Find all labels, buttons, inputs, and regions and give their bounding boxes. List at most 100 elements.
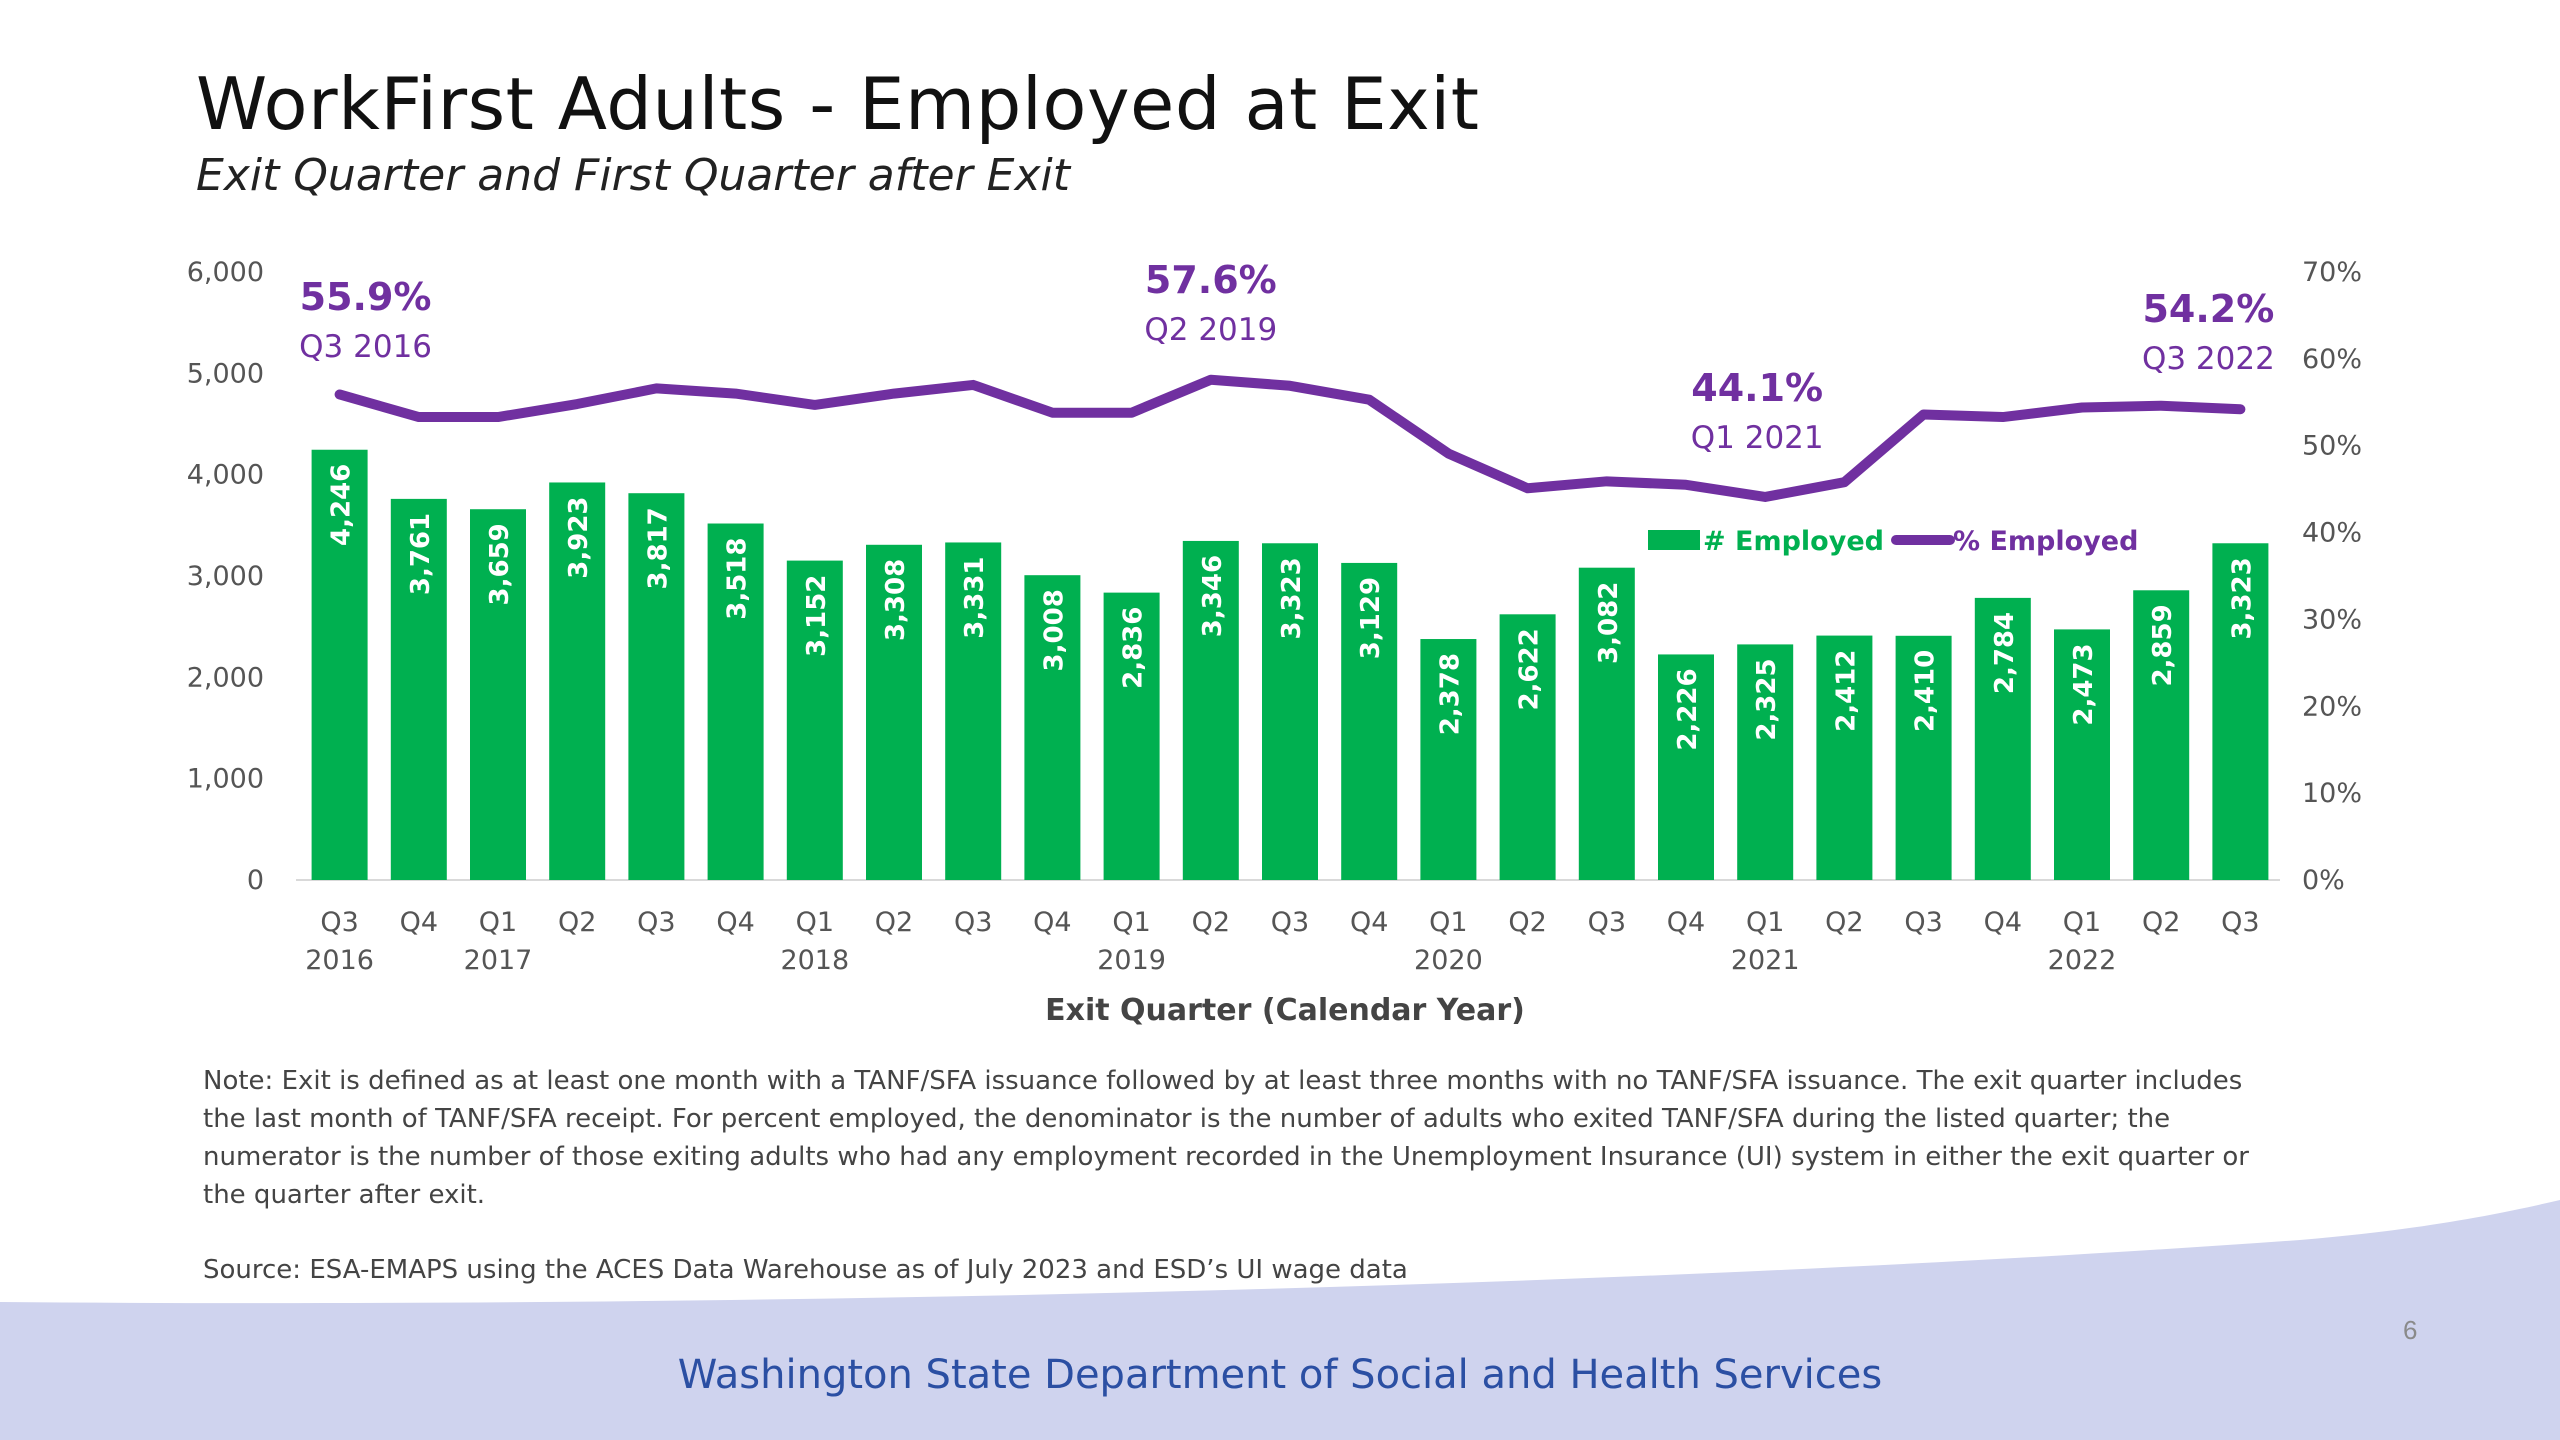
bar-value-label: 3,323 — [2227, 557, 2257, 639]
bar-value-label: 3,817 — [643, 507, 673, 589]
x-tick-quarter: Q3 — [320, 907, 358, 938]
page-number: 6 — [2403, 1315, 2418, 1345]
x-tick-quarter: Q3 — [637, 907, 675, 938]
x-tick-quarter: Q3 — [954, 907, 992, 938]
legend-swatch-bar — [1648, 530, 1700, 550]
x-tick-quarter: Q2 — [875, 907, 913, 938]
bar-value-label: 2,836 — [1119, 607, 1149, 689]
legend-label-pct-employed: % Employed — [1953, 526, 2138, 557]
bar — [2212, 543, 2269, 880]
x-axis-ticks: Q3 2016 Q4 Q1 2017 Q2 Q3 Q4 Q1 2018 Q2 Q3 Q4 Q1 2019 Q2… — [305, 907, 2259, 976]
x-tick-quarter: Q4 — [1984, 907, 2022, 938]
x-tick-year: 2017 — [464, 945, 533, 976]
bar — [1895, 635, 1952, 880]
right-axis-tick-label: 30% — [2302, 604, 2362, 635]
right-axis-tick-label: 70% — [2302, 257, 2362, 288]
bar-value-label: 3,331 — [960, 556, 990, 638]
bar — [1182, 540, 1239, 880]
x-tick-quarter: Q2 — [1192, 907, 1230, 938]
bar — [470, 509, 526, 880]
x-axis-title: Exit Quarter (Calendar Year) — [1045, 993, 1525, 1028]
left-axis-tick-label: 6,000 — [187, 257, 264, 288]
source-text: Source: ESA-EMAPS using the ACES Data Wa… — [203, 1255, 1408, 1285]
slide-subtitle: Exit Quarter and First Quarter after Exi… — [196, 150, 1070, 201]
x-tick-year: 2022 — [2048, 945, 2117, 976]
bar-value-label: 3,082 — [1594, 582, 1624, 664]
bar-value-label: 2,473 — [2069, 643, 2099, 725]
left-axis-tick-label: 2,000 — [187, 662, 264, 693]
x-tick-year: 2018 — [780, 945, 849, 976]
bar-value-label: 2,412 — [1831, 650, 1861, 732]
bar-value-label: 2,378 — [1435, 653, 1465, 735]
slide-title: WorkFirst Adults - Employed at Exit — [196, 62, 1480, 146]
x-tick-year: 2019 — [1097, 945, 1166, 976]
x-tick-quarter: Q1 — [1429, 907, 1467, 938]
annotation-label: Q2 2019 — [1144, 312, 1277, 348]
annotation-value: 55.9% — [300, 275, 432, 319]
annotation-value: 54.2% — [2142, 287, 2274, 331]
bar — [390, 498, 447, 880]
bar-value-label: 2,622 — [1515, 628, 1545, 710]
x-tick-quarter: Q3 — [1271, 907, 1309, 938]
right-axis-tick-label: 60% — [2302, 344, 2362, 375]
legend-label-employed: # Employed — [1703, 526, 1884, 557]
bar — [1262, 543, 1318, 880]
x-tick-quarter: Q2 — [2142, 907, 2180, 938]
bar-value-label: 3,152 — [802, 575, 832, 657]
right-axis-tick-label: 0% — [2302, 865, 2345, 896]
annotation-value: 44.1% — [1691, 366, 1823, 410]
x-tick-quarter: Q1 — [479, 907, 517, 938]
x-tick-year: 2016 — [305, 945, 374, 976]
x-tick-quarter: Q4 — [716, 907, 754, 938]
bar — [549, 482, 606, 880]
bar-value-label: 3,923 — [564, 496, 594, 578]
bar-value-label: 3,129 — [1356, 577, 1386, 659]
left-axis-tick-label: 5,000 — [187, 358, 264, 389]
bar-value-label: 3,761 — [406, 513, 436, 595]
x-tick-quarter: Q4 — [1667, 907, 1705, 938]
bar — [707, 523, 764, 880]
x-tick-quarter: Q4 — [400, 907, 438, 938]
bar — [1816, 635, 1873, 880]
x-tick-quarter: Q1 — [2063, 907, 2101, 938]
bar — [311, 449, 368, 880]
left-axis-tick-label: 3,000 — [187, 561, 264, 592]
bar — [628, 493, 685, 880]
peak-annotations: 55.9% Q3 2016 57.6% Q2 2019 44.1% Q1 2021 54.2… — [299, 258, 2275, 456]
bar-value-label: 3,008 — [1039, 589, 1069, 671]
bar — [2133, 590, 2190, 880]
bar-value-label: 2,325 — [1752, 658, 1782, 740]
x-tick-quarter: Q1 — [1112, 907, 1150, 938]
footer-band — [0, 1200, 2560, 1440]
left-axis-ticks: 0 1,000 2,000 3,000 4,000 5,000 6,000 — [187, 257, 264, 896]
bar — [1499, 614, 1556, 880]
bar-value-label: 3,308 — [881, 559, 911, 641]
percent-employed-line — [334, 374, 2246, 502]
annotation-value: 57.6% — [1145, 258, 1277, 302]
bar-value-label: 3,323 — [1277, 557, 1307, 639]
bar-value-label: 3,659 — [485, 523, 515, 605]
bar — [1420, 639, 1477, 880]
bar-value-labels: 4,246 3,761 3,659 3,923 3,817 3,518 3,152 3,308… — [327, 464, 2258, 751]
bar — [1578, 567, 1635, 880]
bar — [2054, 629, 2110, 880]
x-tick-quarter: Q2 — [1825, 907, 1863, 938]
bar-value-label: 4,246 — [327, 464, 357, 546]
bar-value-label: 2,859 — [2148, 604, 2178, 686]
x-tick-quarter: Q3 — [2221, 907, 2259, 938]
bar — [866, 544, 922, 880]
bar-series — [311, 449, 2269, 880]
annotation-label: Q3 2016 — [299, 329, 432, 365]
x-tick-year: 2020 — [1414, 945, 1483, 976]
chart-legend: # Employed % Employed — [1648, 526, 2138, 557]
x-tick-quarter: Q2 — [1508, 907, 1546, 938]
bar — [1341, 562, 1398, 880]
x-tick-quarter: Q4 — [1033, 907, 1071, 938]
left-axis-tick-label: 1,000 — [187, 764, 264, 795]
bar — [945, 542, 1002, 880]
bar — [1974, 597, 2031, 880]
x-tick-quarter: Q1 — [796, 907, 834, 938]
bar-value-label: 3,518 — [723, 538, 753, 620]
bar — [1737, 644, 1794, 880]
right-axis-tick-label: 40% — [2302, 518, 2362, 549]
